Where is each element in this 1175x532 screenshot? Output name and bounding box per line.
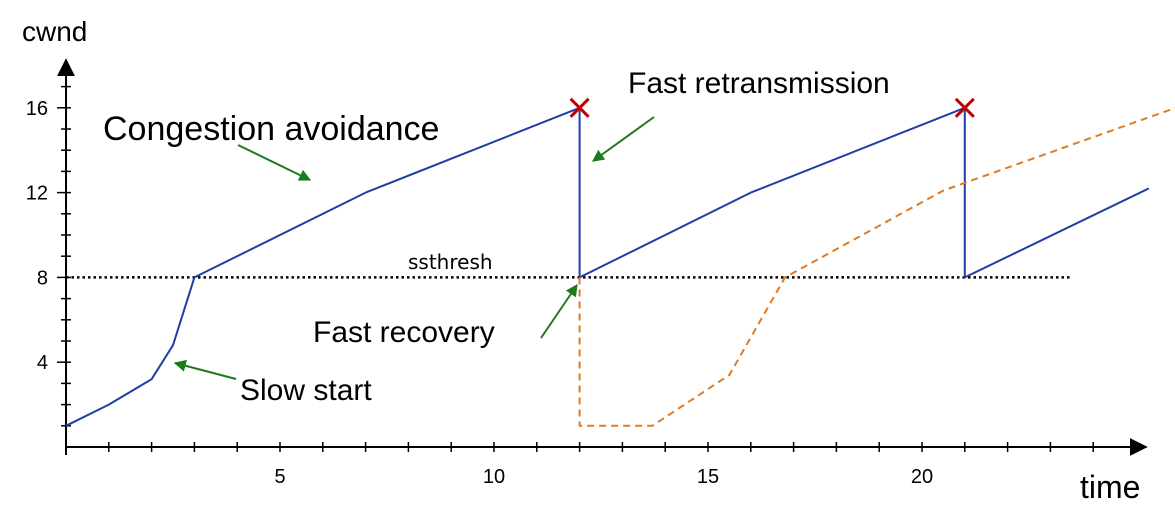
y-tick-label: 4 [37, 352, 48, 374]
arrow-congestion-avoidance [237, 144, 312, 181]
loss-marker [569, 97, 590, 118]
loss-marker [954, 97, 975, 118]
y-minor-ticks [57, 85, 71, 427]
y-tick-label: 16 [26, 98, 48, 120]
annotation-fast-recovery: Fast recovery [313, 316, 495, 349]
y-tick-label: 12 [26, 183, 48, 205]
arrow-fast-recovery [540, 284, 578, 339]
y-tick-label: 8 [37, 267, 48, 289]
x-tick-label: 20 [911, 466, 933, 488]
arrow-slow-start [173, 359, 237, 380]
x-tick-label: 15 [697, 466, 719, 488]
ssthresh-label: ssthresh [408, 250, 493, 274]
series-line-2 [578, 106, 1175, 427]
loss-markers [569, 97, 975, 118]
x-tick-label: 5 [274, 466, 285, 488]
y-axis-label: cwnd [22, 16, 87, 47]
annotation-fast-retransmission: Fast retransmission [628, 67, 890, 100]
annotation-congestion-avoidance: Congestion avoidance [103, 110, 439, 148]
y-tick-labels: 4 8 12 16 [26, 98, 48, 374]
x-axis-label: time [1080, 469, 1140, 505]
x-tick-label: 10 [483, 466, 505, 488]
annotation-slow-start: Slow start [240, 374, 372, 407]
series-line-1 [65, 106, 1150, 427]
arrow-fast-retransmission [592, 116, 655, 162]
x-tick-labels: 5 10 15 20 [274, 466, 933, 488]
x-minor-ticks [108, 442, 1094, 452]
series-group [65, 106, 1175, 427]
